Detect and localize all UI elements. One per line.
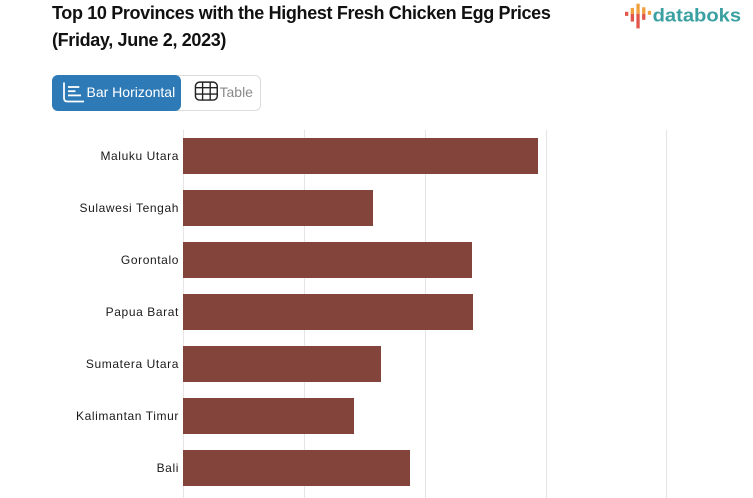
svg-text:databoks: databoks bbox=[653, 4, 742, 25]
